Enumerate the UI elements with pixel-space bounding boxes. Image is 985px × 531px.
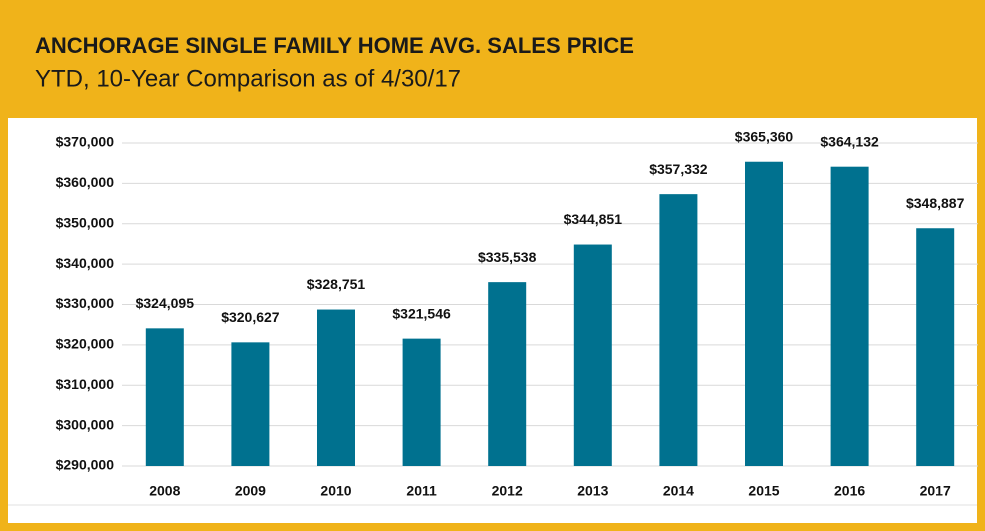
chart-subtitle: YTD, 10-Year Comparison as of 4/30/17 bbox=[35, 65, 461, 92]
value-label: $320,627 bbox=[221, 309, 280, 325]
bar bbox=[231, 342, 270, 466]
bar bbox=[145, 328, 184, 466]
value-label: $348,887 bbox=[906, 195, 965, 211]
value-label: $328,751 bbox=[307, 276, 366, 292]
bar bbox=[573, 244, 612, 466]
bar bbox=[317, 309, 355, 466]
x-tick-label: 2011 bbox=[406, 483, 437, 499]
y-tick-label: $330,000 bbox=[56, 295, 115, 311]
x-tick-label: 2016 bbox=[834, 483, 865, 499]
x-tick-label: 2008 bbox=[149, 483, 180, 499]
bar bbox=[488, 282, 527, 466]
chart-title: ANCHORAGE SINGLE FAMILY HOME AVG. SALES … bbox=[35, 33, 634, 58]
bar bbox=[916, 228, 955, 466]
x-tick-label: 2013 bbox=[577, 483, 608, 499]
value-label: $324,095 bbox=[136, 295, 195, 311]
value-label: $321,546 bbox=[392, 305, 451, 321]
value-label: $365,360 bbox=[735, 128, 794, 144]
y-tick-label: $320,000 bbox=[56, 336, 115, 352]
x-tick-label: 2014 bbox=[663, 483, 694, 499]
y-tick-label: $360,000 bbox=[56, 174, 115, 190]
bar bbox=[659, 194, 698, 467]
value-label: $364,132 bbox=[820, 133, 879, 149]
y-tick-label: $370,000 bbox=[56, 134, 115, 150]
x-tick-label: 2017 bbox=[920, 483, 951, 499]
value-label: $344,851 bbox=[564, 211, 623, 227]
value-label: $357,332 bbox=[649, 161, 708, 177]
x-tick-label: 2009 bbox=[235, 483, 266, 499]
bar bbox=[402, 338, 441, 466]
value-label: $335,538 bbox=[478, 249, 537, 265]
y-tick-label: $300,000 bbox=[56, 416, 115, 432]
y-tick-label: $310,000 bbox=[56, 376, 115, 392]
y-tick-label: $350,000 bbox=[56, 214, 115, 230]
bar bbox=[745, 161, 783, 466]
x-tick-label: 2015 bbox=[748, 483, 779, 499]
y-tick-label: $290,000 bbox=[56, 457, 115, 473]
bar bbox=[830, 166, 869, 466]
x-tick-label: 2010 bbox=[320, 483, 351, 499]
x-tick-label: 2012 bbox=[492, 483, 523, 499]
y-tick-label: $340,000 bbox=[56, 255, 115, 271]
